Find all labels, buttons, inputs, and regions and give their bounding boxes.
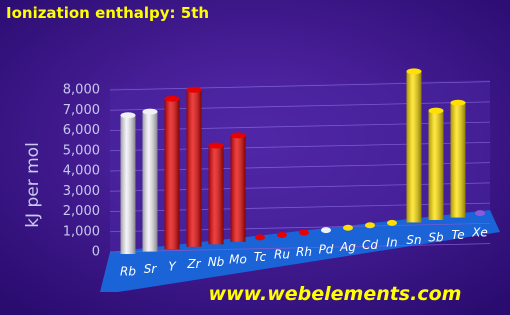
chart-title: Ionization enthalpy: 5th <box>6 4 209 22</box>
bar-top <box>428 107 444 114</box>
floor <box>100 210 500 292</box>
empty-marker <box>343 224 353 231</box>
bar-shade <box>428 110 444 220</box>
empty-marker <box>365 222 375 229</box>
x-tick-label: Rb <box>120 265 136 279</box>
y-tick-label: 1,000 <box>63 224 100 239</box>
bar-top <box>406 68 422 75</box>
empty-marker <box>475 210 485 217</box>
x-tick-label: Ru <box>274 247 290 261</box>
bar-shade <box>208 145 224 245</box>
y-tick-label: 3,000 <box>63 184 100 199</box>
x-tick-label: Ag <box>339 240 356 254</box>
x-tick-label: Mo <box>229 252 247 266</box>
empty-marker <box>277 231 287 238</box>
bar-shade <box>120 115 136 255</box>
empty-marker <box>321 227 331 234</box>
grid-line <box>109 81 491 91</box>
x-tick-label: Tc <box>254 250 267 264</box>
x-tick-label: Y <box>168 260 177 274</box>
x-tick-label: Cd <box>362 238 378 252</box>
y-tick-label: 7,000 <box>63 103 100 118</box>
grid-line <box>109 243 491 253</box>
y-tick-label: 0 <box>92 245 100 260</box>
x-tick-label: Sn <box>406 233 421 247</box>
bar-shade <box>164 98 180 250</box>
x-tick-label: Nb <box>208 255 225 269</box>
y-tick-label: 2,000 <box>63 204 100 219</box>
footer: www.webelements.com <box>209 283 462 305</box>
x-tick-label: Sb <box>428 230 444 244</box>
x-tick-label: Rh <box>296 245 312 259</box>
bar-shade <box>142 111 158 252</box>
bar-top <box>208 142 224 149</box>
x-tick-label: In <box>386 235 397 249</box>
bar-top <box>142 108 158 115</box>
x-tick-label: Te <box>451 228 464 242</box>
bar-shade <box>450 102 466 218</box>
empty-marker <box>255 234 265 241</box>
bar-shade <box>406 71 422 223</box>
bar-shade <box>230 135 246 242</box>
bar-shade <box>186 89 202 247</box>
y-tick-label: 4,000 <box>63 164 100 179</box>
x-tick-label: Pd <box>319 243 334 257</box>
empty-marker <box>299 229 309 236</box>
bar-top <box>164 95 180 102</box>
bar-top <box>120 112 136 119</box>
y-tick-label: 8,000 <box>63 83 100 98</box>
y-axis-label: kJ per mol <box>23 142 43 228</box>
x-tick-label: Xe <box>471 226 488 240</box>
y-tick-label: 6,000 <box>63 123 100 138</box>
bar-top <box>186 86 202 93</box>
x-tick-label: Sr <box>144 262 158 276</box>
y-tick-label: 5,000 <box>63 143 100 158</box>
empty-marker <box>387 219 397 226</box>
bar-top <box>450 99 466 106</box>
bar-top <box>230 132 246 139</box>
x-tick-label: Zr <box>186 257 201 271</box>
